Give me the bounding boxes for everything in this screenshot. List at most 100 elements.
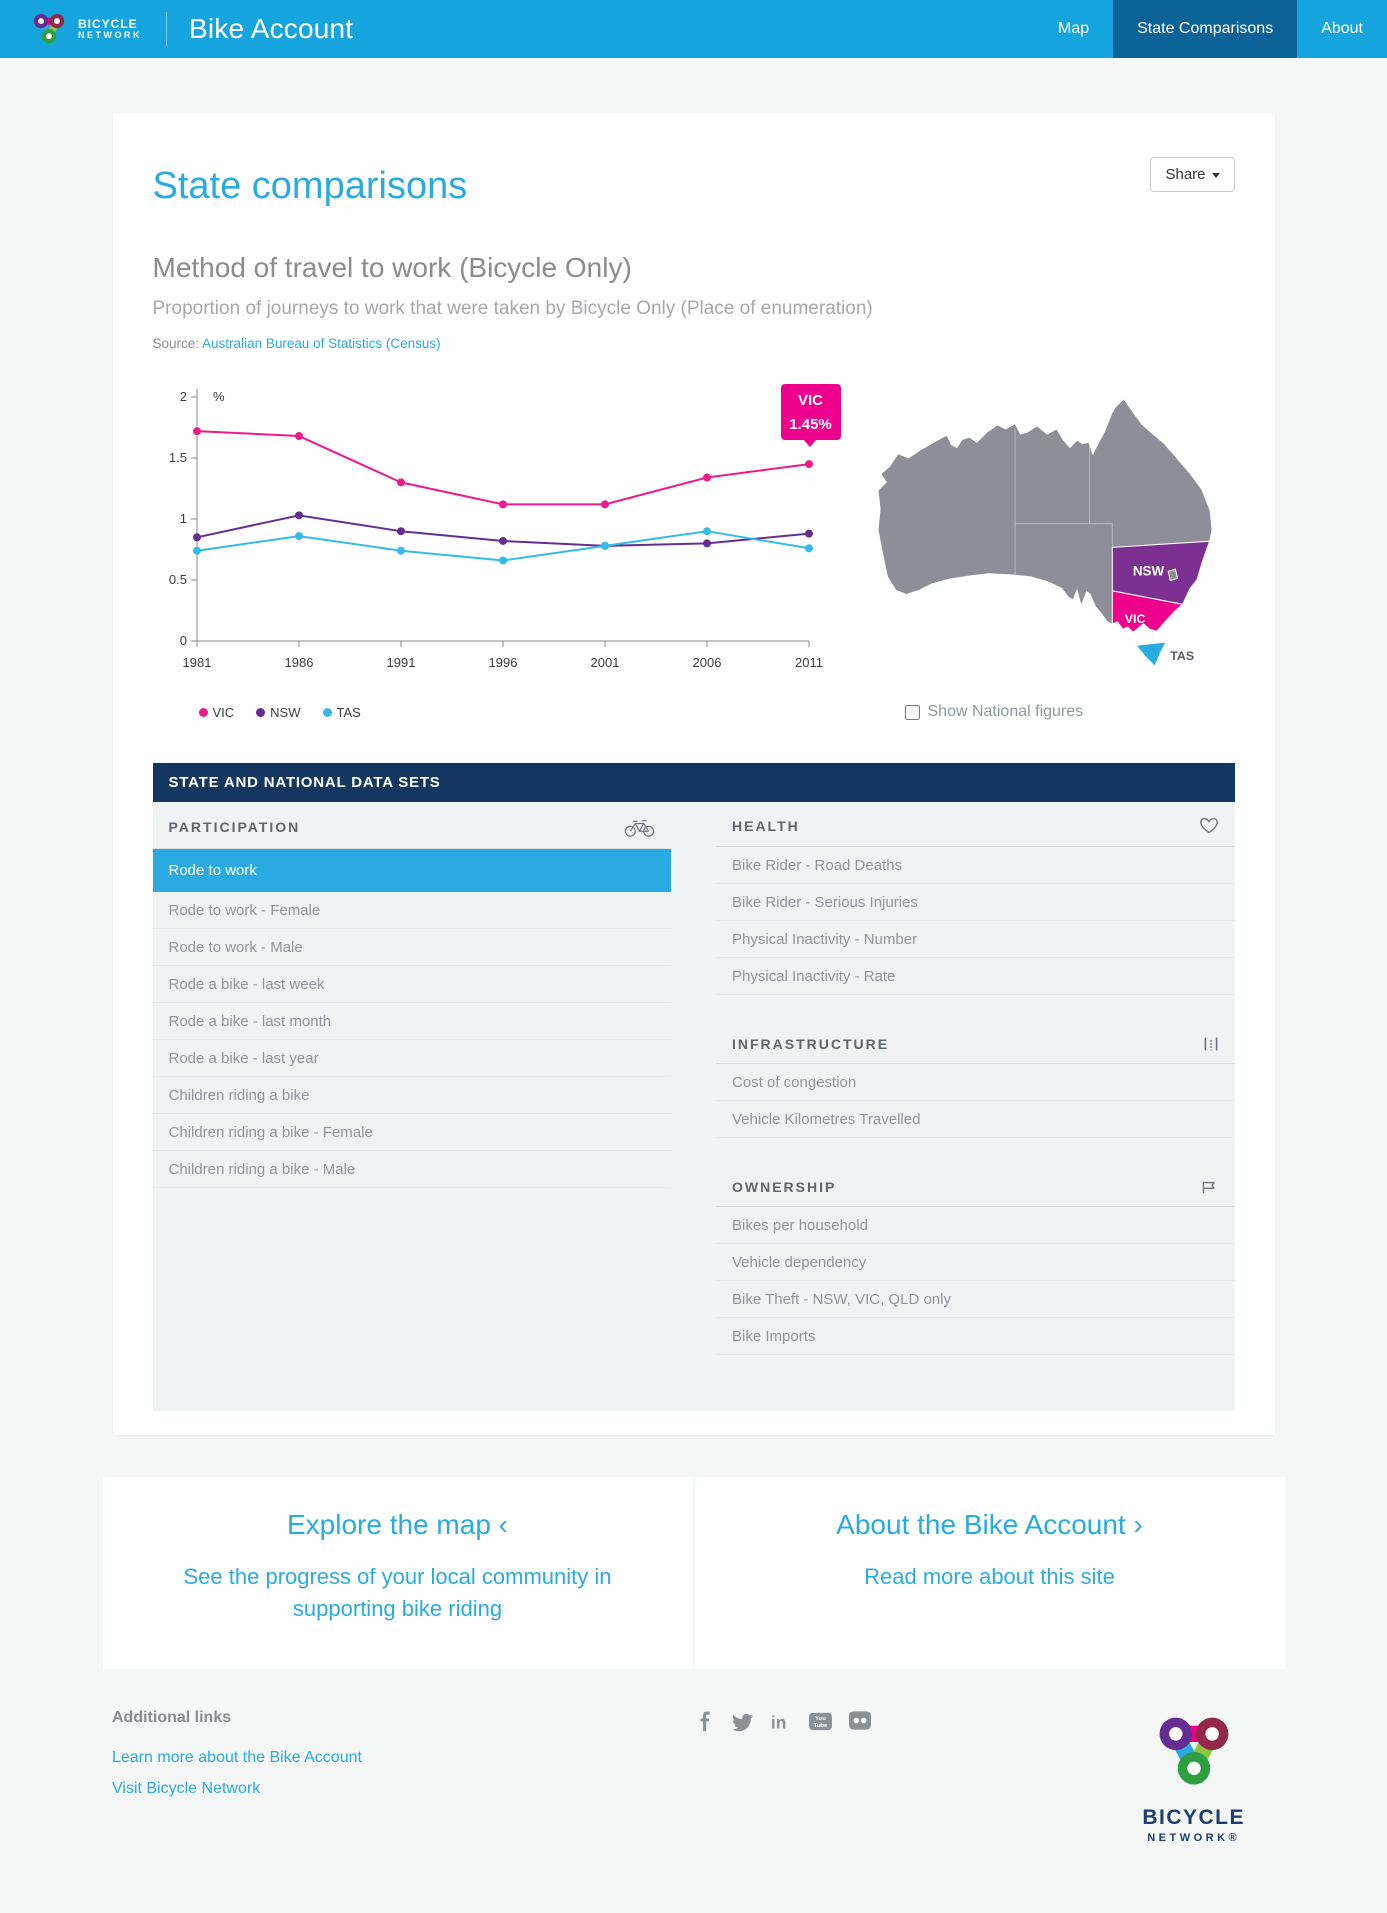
legend-dot-icon	[256, 708, 266, 717]
bars-icon	[1203, 1036, 1219, 1052]
datasets-panel: STATE AND NATIONAL DATA SETS PARTICIPATI…	[152, 763, 1235, 1411]
youtube-icon[interactable]: You Tube	[808, 1711, 833, 1737]
bicycle-network-logo-icon[interactable]	[28, 10, 68, 48]
dataset-item[interactable]: Rode to work - Male	[152, 929, 671, 966]
map-state-vic[interactable]	[1111, 590, 1184, 633]
dataset-section-health: HEALTH Bike Rider - Road Deaths Bike Rider…	[716, 802, 1235, 995]
nav-item-map[interactable]: Map	[1058, 20, 1090, 37]
dataset-item[interactable]: Physical Inactivity - Rate	[716, 958, 1235, 995]
promo-about[interactable]: About the Bike Account › Read more about…	[694, 1477, 1285, 1669]
svg-text:1996: 1996	[488, 655, 517, 670]
dataset-section-header: PARTICIPATION	[152, 802, 671, 849]
visualisation-row: 0 0.5 1 1.5 2% 1981 1986 1991 1996 2001 2006 2011 V…	[153, 381, 1235, 727]
svg-text:1986: 1986	[284, 655, 313, 670]
source-line: Source: Australian Bureau of Statistics …	[153, 336, 1235, 351]
dataset-section-header: INFRASTRUCTURE	[716, 1021, 1235, 1064]
footer-logo[interactable]: BICYCLE NETWORK®	[1142, 1709, 1245, 1844]
brand-line1: BICYCLE	[78, 16, 138, 31]
main-nav: Map State Comparisons About	[1034, 0, 1387, 58]
main-card: Share State comparisons Method of travel…	[112, 113, 1275, 1435]
show-national-checkbox[interactable]	[904, 704, 920, 720]
svg-text:in: in	[771, 1712, 786, 1732]
show-national-label: Show National figures	[927, 703, 1084, 720]
page-footer: Additional links Learn more about the Bi…	[0, 1669, 1387, 1874]
facebook-icon[interactable]	[694, 1711, 715, 1737]
svg-text:1981: 1981	[182, 655, 211, 670]
promo-explore-map[interactable]: Explore the map ‹ See the progress of yo…	[102, 1477, 693, 1669]
map-label-vic: VIC	[1124, 612, 1145, 626]
app-title: Bike Account	[189, 13, 354, 44]
caret-down-icon	[1211, 172, 1220, 178]
share-button-label: Share	[1165, 166, 1206, 183]
dataset-section-title: OWNERSHIP	[732, 1179, 837, 1195]
share-button[interactable]: Share	[1150, 157, 1235, 192]
dataset-item[interactable]: Children riding a bike	[152, 1077, 671, 1114]
map-label-nsw: NSW	[1132, 563, 1164, 578]
chevron-left-icon: ‹	[498, 1509, 508, 1540]
dataset-item[interactable]: Vehicle Kilometres Travelled	[716, 1101, 1235, 1138]
map-territory-act[interactable]	[1167, 568, 1178, 582]
dataset-item[interactable]: Vehicle dependency	[716, 1244, 1235, 1281]
svg-text:0: 0	[179, 633, 186, 648]
linkedin-icon[interactable]: in	[770, 1711, 792, 1738]
svg-text:2: 2	[179, 389, 186, 404]
footer-links-block: Additional links Learn more about the Bi…	[112, 1709, 362, 1844]
dataset-item[interactable]: Rode a bike - last week	[152, 966, 671, 1003]
map-state-tas[interactable]	[1136, 642, 1165, 666]
dataset-section-ownership: OWNERSHIP Bikes per household Vehicle depe…	[716, 1164, 1235, 1355]
brand-divider	[166, 12, 167, 46]
dataset-section-title: HEALTH	[732, 818, 800, 834]
datasets-column: HEALTH Bike Rider - Road Deaths Bike Rider…	[716, 802, 1235, 1381]
dataset-section-participation: PARTICIPATION Rode to work Rode to work - …	[152, 802, 671, 1188]
social-icons-row: in You Tube	[694, 1711, 871, 1844]
dataset-item[interactable]: Bike Imports	[716, 1318, 1235, 1355]
dataset-item[interactable]: Bikes per household	[716, 1207, 1235, 1244]
legend-item-nsw: NSW	[256, 705, 301, 720]
brand-name: BICYCLE NETWORK	[78, 18, 142, 40]
brand-block: BICYCLE NETWORK Bike Account	[0, 0, 353, 58]
bicycle-network-rings-icon	[1146, 1717, 1242, 1801]
dataset-item[interactable]: Rode a bike - last month	[152, 1003, 671, 1040]
dataset-item[interactable]: Bike Rider - Road Deaths	[716, 847, 1235, 884]
source-link[interactable]: Australian Bureau of Statistics (Census)	[202, 336, 441, 351]
dataset-item[interactable]: Rode a bike - last year	[152, 1040, 671, 1077]
legend-dot-icon	[198, 708, 208, 717]
dataset-item[interactable]: Children riding a bike - Female	[152, 1114, 671, 1151]
nav-item-state-comparisons[interactable]: State Comparisons	[1113, 0, 1298, 58]
promo-explore-subtitle: See the progress of your local community…	[183, 1564, 612, 1621]
dataset-item[interactable]: Bike Rider - Serious Injuries	[716, 884, 1235, 921]
tooltip-value: 1.45%	[789, 416, 832, 434]
bicycle-icon	[624, 817, 655, 837]
footer-logo-text2: NETWORK®	[1147, 1831, 1241, 1844]
legend-item-tas: TAS	[322, 705, 361, 720]
footer-links-title: Additional links	[112, 1708, 232, 1726]
brand-line2: NETWORK	[78, 29, 142, 40]
flag-icon	[1201, 1180, 1219, 1195]
flickr-icon[interactable]	[848, 1711, 871, 1735]
promo-about-title[interactable]: About the Bike Account ›	[725, 1509, 1255, 1541]
svg-text:1.5: 1.5	[168, 450, 186, 465]
promo-about-subtitle: Read more about this site	[864, 1564, 1115, 1589]
line-chart: 0 0.5 1 1.5 2 % 1981 1986 1991 1996 2001 2006 2011	[168, 389, 822, 670]
show-national-row: Show National figures	[904, 703, 1235, 721]
dataset-section-header: OWNERSHIP	[716, 1164, 1235, 1207]
footer-link-visit-bn[interactable]: Visit Bicycle Network	[112, 1779, 261, 1797]
state-borders	[1014, 428, 1113, 576]
dataset-item[interactable]: Rode to work	[152, 849, 671, 892]
chart-subheading: Proportion of journeys to work that were…	[152, 298, 873, 319]
nav-item-about[interactable]: About	[1321, 20, 1363, 37]
dataset-section-title: INFRASTRUCTURE	[732, 1036, 890, 1052]
svg-text:1: 1	[179, 511, 186, 526]
dataset-item[interactable]: Rode to work - Female	[152, 892, 671, 929]
twitter-icon[interactable]	[731, 1711, 754, 1739]
footer-link-learn-more[interactable]: Learn more about the Bike Account	[112, 1748, 362, 1766]
dataset-item[interactable]: Bike Theft - NSW, VIC, QLD only	[716, 1281, 1235, 1318]
dataset-item[interactable]: Cost of congestion	[716, 1064, 1235, 1101]
dataset-item[interactable]: Physical Inactivity - Number	[716, 921, 1235, 958]
svg-text:0.5: 0.5	[168, 572, 186, 587]
dataset-item[interactable]: Children riding a bike - Male	[152, 1151, 671, 1188]
footer-logo-text1: BICYCLE	[1142, 1805, 1245, 1829]
map-column: NSW VIC TAS Show National figures	[863, 381, 1235, 727]
chart-heading: Method of travel to work (Bicycle Only)	[152, 252, 632, 283]
promo-explore-title[interactable]: Explore the map ‹	[133, 1509, 663, 1541]
